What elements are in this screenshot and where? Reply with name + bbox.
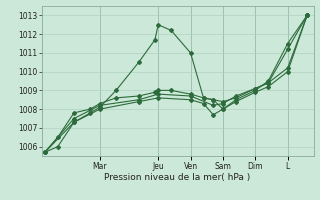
X-axis label: Pression niveau de la mer( hPa ): Pression niveau de la mer( hPa )	[104, 173, 251, 182]
